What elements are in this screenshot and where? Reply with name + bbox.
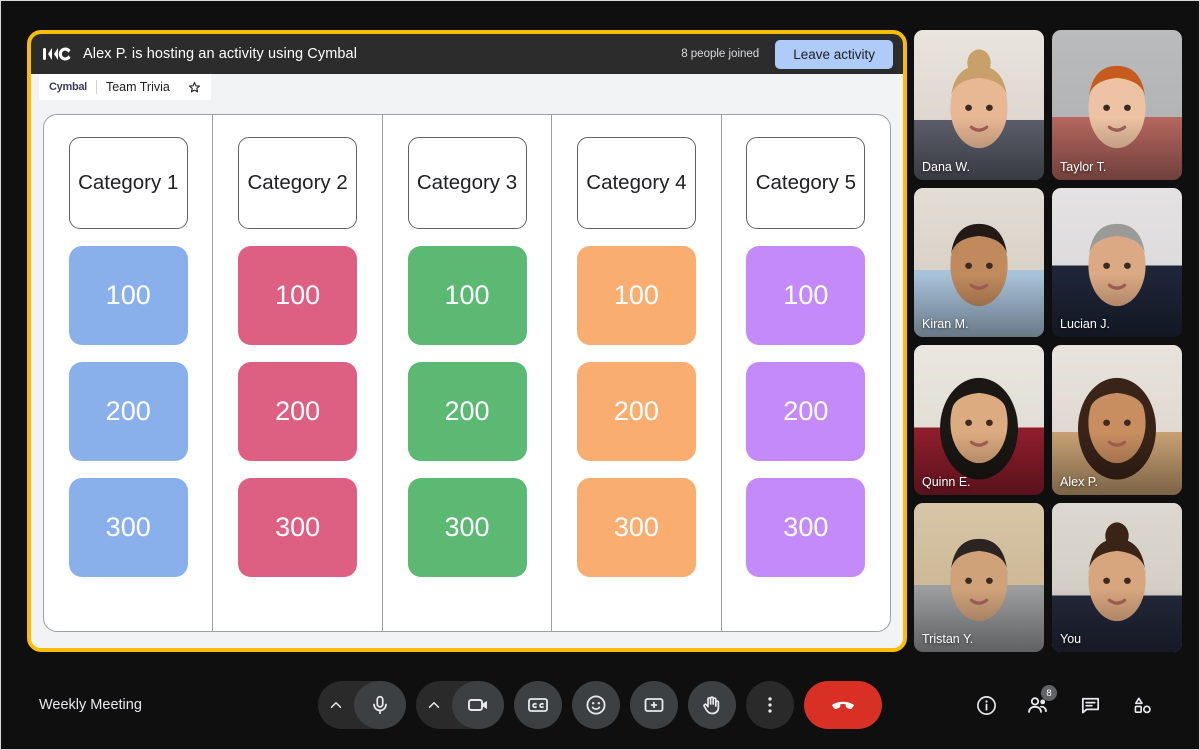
participant-video xyxy=(914,30,1044,180)
participant-name: Alex P. xyxy=(1060,474,1098,489)
category-card[interactable]: Category 2 xyxy=(238,137,358,229)
people-button[interactable]: 8 xyxy=(1017,684,1059,726)
board-column: Category 2 100 200 300 xyxy=(213,115,383,631)
activities-icon xyxy=(1131,694,1154,717)
name-scrim xyxy=(914,589,1044,652)
value-tile[interactable]: 300 xyxy=(68,478,188,577)
participant-tile[interactable]: You xyxy=(1052,502,1182,652)
participant-name: Tristan Y. xyxy=(922,632,974,646)
value-tile[interactable]: 200 xyxy=(576,362,696,461)
meeting-title: Weekly Meeting xyxy=(39,697,142,713)
cymbal-logo-icon xyxy=(43,43,73,65)
chat-icon xyxy=(1079,694,1102,717)
participant-video xyxy=(914,345,1044,495)
app-tab[interactable]: Cymbal Team Trivia xyxy=(39,74,211,100)
name-scrim xyxy=(1052,116,1182,180)
activity-header: Alex P. is hosting an activity using Cym… xyxy=(31,34,903,74)
value-tile[interactable]: 100 xyxy=(238,246,358,345)
category-card[interactable]: Category 1 xyxy=(68,137,188,229)
name-scrim xyxy=(914,116,1044,180)
app-tab-title: Team Trivia xyxy=(105,80,170,94)
value-tile[interactable]: 300 xyxy=(407,478,527,577)
participant-video xyxy=(1052,187,1182,337)
participant-video xyxy=(914,502,1044,652)
bottom-bar: Weekly Meeting 8 xyxy=(1,661,1199,749)
value-tile[interactable]: 300 xyxy=(238,478,358,577)
joined-count-text: 8 people joined xyxy=(681,48,760,60)
name-scrim xyxy=(914,274,1044,337)
value-tile[interactable]: 300 xyxy=(576,478,696,577)
board-region: Category 1 100 200 300 Category 2 100 200 300 Ca… xyxy=(31,104,903,648)
chat-button[interactable] xyxy=(1069,684,1111,726)
participant-name: Kiran M. xyxy=(922,317,969,331)
category-card[interactable]: Category 3 xyxy=(407,137,527,229)
participant-tile[interactable]: Quinn E. xyxy=(914,345,1044,495)
name-scrim xyxy=(1052,274,1182,337)
value-tile[interactable]: 200 xyxy=(407,362,527,461)
value-tile[interactable]: 100 xyxy=(407,246,527,345)
participant-video xyxy=(1052,502,1182,652)
leave-activity-button[interactable]: Leave activity xyxy=(775,39,893,69)
reactions-button[interactable] xyxy=(572,681,620,729)
camera-button[interactable] xyxy=(452,681,504,729)
camera-options-chevron-icon[interactable] xyxy=(416,681,452,729)
present-screen-button[interactable] xyxy=(630,681,678,729)
participant-name: Quinn E. xyxy=(922,474,971,489)
control-cluster xyxy=(318,681,882,729)
value-tile[interactable]: 100 xyxy=(68,246,188,345)
participant-tile[interactable]: Dana W. xyxy=(914,30,1044,180)
name-scrim xyxy=(1052,589,1182,652)
end-call-button[interactable] xyxy=(804,681,882,729)
cymbal-brand-mark: Cymbal xyxy=(49,81,87,93)
value-tile[interactable]: 100 xyxy=(576,246,696,345)
participant-tile[interactable]: Tristan Y. xyxy=(914,502,1044,652)
star-icon[interactable] xyxy=(188,81,201,94)
board-column: Category 3 100 200 300 xyxy=(383,115,553,631)
value-tile[interactable]: 100 xyxy=(746,246,866,345)
participant-name: Taylor T. xyxy=(1060,159,1107,174)
people-count-badge: 8 xyxy=(1041,685,1057,701)
participant-name: You xyxy=(1060,632,1082,646)
info-icon xyxy=(975,694,998,717)
more-options-button[interactable] xyxy=(746,681,794,729)
meeting-details-button[interactable] xyxy=(965,684,1007,726)
microphone-button[interactable] xyxy=(354,681,406,729)
value-tile[interactable]: 200 xyxy=(68,362,188,461)
participant-video xyxy=(1052,30,1182,180)
participant-video xyxy=(1052,345,1182,495)
raise-hand-button[interactable] xyxy=(688,681,736,729)
value-tile[interactable]: 200 xyxy=(746,362,866,461)
name-scrim xyxy=(1052,431,1182,495)
activity-host-text: Alex P. is hosting an activity using Cym… xyxy=(83,46,358,62)
participant-video xyxy=(914,187,1044,337)
board-column: Category 4 100 200 300 xyxy=(552,115,722,631)
right-controls: 8 xyxy=(965,684,1163,726)
activities-button[interactable] xyxy=(1121,684,1163,726)
participant-rail: Dana W. Taylor T. Kiran M. Lucian J. Qui… xyxy=(914,30,1182,652)
participant-tile[interactable]: Taylor T. xyxy=(1052,30,1182,180)
participant-tile[interactable]: Alex P. xyxy=(1052,345,1182,495)
app-tabstrip: Cymbal Team Trivia xyxy=(31,74,903,104)
control-pill-group xyxy=(318,681,406,729)
participant-tile[interactable]: Kiran M. xyxy=(914,187,1044,337)
name-scrim xyxy=(914,431,1044,495)
board-column: Category 5 100 200 300 xyxy=(722,115,890,631)
captions-button[interactable] xyxy=(514,681,562,729)
trivia-board: Category 1 100 200 300 Category 2 100 200 300 Ca… xyxy=(43,114,891,632)
participant-name: Dana W. xyxy=(922,159,970,174)
category-card[interactable]: Category 4 xyxy=(576,137,696,229)
participant-tile[interactable]: Lucian J. xyxy=(1052,187,1182,337)
control-pill-group xyxy=(416,681,504,729)
tab-divider xyxy=(95,80,97,94)
board-column: Category 1 100 200 300 xyxy=(44,115,214,631)
activity-panel: Alex P. is hosting an activity using Cym… xyxy=(27,30,907,652)
value-tile[interactable]: 200 xyxy=(238,362,358,461)
people-icon xyxy=(1026,693,1050,717)
category-card[interactable]: Category 5 xyxy=(746,137,866,229)
value-tile[interactable]: 300 xyxy=(746,478,866,577)
participant-name: Lucian J. xyxy=(1060,317,1111,331)
microphone-options-chevron-icon[interactable] xyxy=(318,681,354,729)
